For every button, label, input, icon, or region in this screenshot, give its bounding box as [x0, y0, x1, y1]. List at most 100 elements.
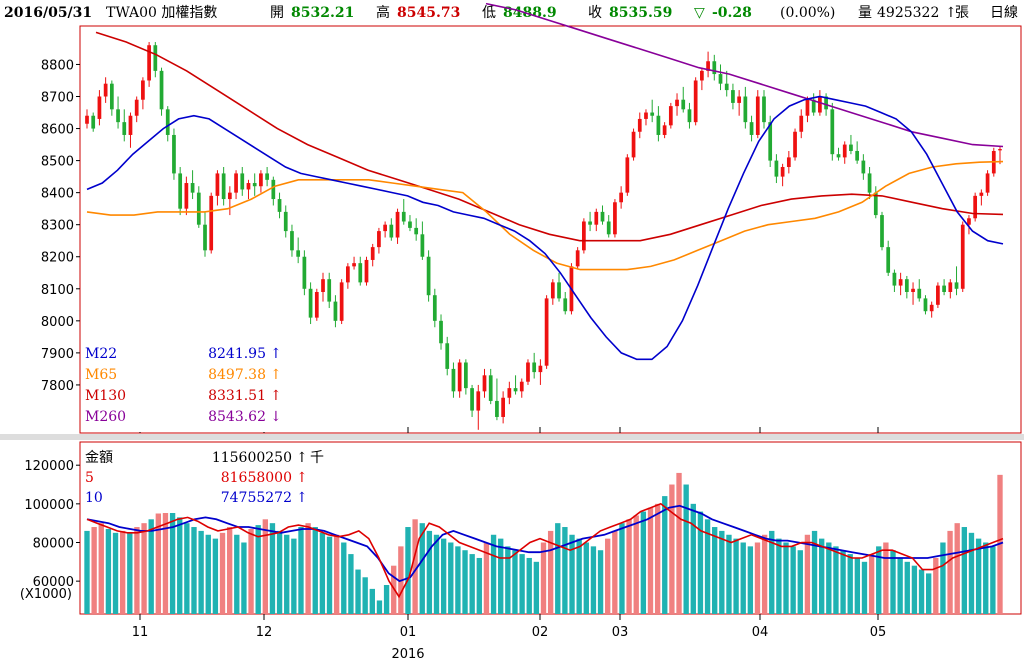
candle-body [892, 272, 897, 286]
volume-bar [719, 530, 725, 614]
candle-body [942, 285, 946, 292]
volume-bar [911, 565, 918, 614]
candle-body [600, 211, 605, 222]
volume-bar [162, 509, 169, 614]
volume-bar [134, 527, 140, 614]
candle-body [849, 144, 853, 151]
candle-body [830, 109, 835, 155]
volume-bar [569, 534, 575, 614]
volume-bar [990, 546, 996, 614]
date-label: 2016/05/31 [4, 5, 93, 21]
candle-body [948, 282, 953, 292]
candle-body [501, 397, 505, 417]
quote-header: 2016/05/31 TWA00 加權指數 開 8532.21 高 8545.7… [0, 0, 1024, 26]
candle-body [861, 160, 866, 174]
volume-bar [426, 530, 433, 614]
price-y-tick-label: 8800 [41, 58, 74, 73]
candle-body [488, 375, 493, 401]
candle-body [215, 173, 220, 196]
volume-ma10-line [86, 504, 1004, 583]
ma260-line [485, 2, 1004, 148]
ma-legend-arrow: ↓ [270, 409, 282, 425]
volume-bar [291, 538, 297, 614]
volume-bar [483, 542, 490, 614]
candle-body [116, 109, 120, 123]
ma-legend-name: M65 [85, 367, 117, 383]
candle-body [979, 192, 984, 196]
candle-body [271, 179, 276, 200]
candle-body [240, 173, 245, 190]
candle-body [203, 224, 207, 251]
volume-bar [712, 527, 718, 614]
volume-bar [276, 530, 283, 614]
volume-bar [376, 600, 383, 614]
price-y-tick-label: 8300 [41, 219, 74, 234]
candle-body [364, 259, 369, 283]
price-y-tick-label: 7800 [41, 379, 74, 394]
candle-body [936, 285, 940, 305]
volume-bar [498, 538, 504, 614]
candle-body [842, 144, 847, 158]
volume-legend-arrow: ↑ [296, 490, 308, 506]
volume-bar [177, 517, 183, 614]
volume-bar [605, 538, 611, 614]
volume-bar [462, 550, 468, 614]
candle-body [780, 167, 785, 177]
volume-bar [469, 554, 475, 614]
price-y-tick-label: 8700 [41, 91, 74, 106]
candle-body [799, 115, 804, 132]
volume-bar [234, 534, 240, 614]
candle-body [613, 202, 617, 235]
candle-body [414, 227, 419, 235]
volume-bar [683, 484, 689, 614]
volume-bar [205, 534, 211, 614]
candle-body [439, 320, 443, 344]
volume-bar [583, 542, 589, 614]
candle-body [818, 96, 822, 113]
candle-body [395, 211, 400, 238]
candle-body [134, 99, 139, 116]
volume-bar [654, 503, 661, 614]
candle-body [196, 192, 201, 225]
candle-body [619, 192, 623, 203]
volume-bar [505, 546, 511, 614]
volume-bar [612, 530, 618, 614]
volume-bar [262, 519, 268, 614]
candle-body [451, 368, 456, 392]
price-y-tick-label: 8600 [41, 123, 74, 138]
candle-body [172, 134, 176, 174]
volume-legend-name: 5 [85, 470, 94, 486]
volume-bar [626, 519, 632, 614]
volume-bar [726, 534, 732, 614]
candle-body [259, 173, 263, 187]
candle-body [432, 295, 437, 321]
candle-body [929, 304, 934, 312]
volume-bar [676, 472, 682, 614]
close-label: 收 [588, 5, 602, 21]
volume-y-tick-label: 100000 [24, 498, 74, 513]
volume-bar [298, 527, 304, 614]
volume-legend-box [81, 443, 331, 513]
price-y-tick-label: 8200 [41, 251, 74, 266]
candle-body [594, 211, 599, 225]
candle-body [519, 381, 524, 392]
change-value: -0.28 [712, 5, 752, 21]
low-value: 8488.9 [503, 5, 557, 21]
candle-body [786, 157, 791, 168]
volume-legend-unit: 千 [310, 450, 324, 466]
candle-body [103, 83, 108, 97]
candle-body [575, 250, 580, 267]
ma65-line [86, 160, 1004, 271]
candle-body [184, 183, 189, 209]
volume-bar [540, 542, 547, 614]
period-label: 日線 [990, 5, 1018, 21]
candle-body [165, 109, 170, 135]
volume-bar [754, 542, 761, 614]
candle-body [675, 99, 679, 107]
volume-bar [98, 523, 104, 614]
candle-body [128, 115, 133, 135]
volume-bar [184, 523, 190, 614]
candle-body [898, 279, 903, 286]
